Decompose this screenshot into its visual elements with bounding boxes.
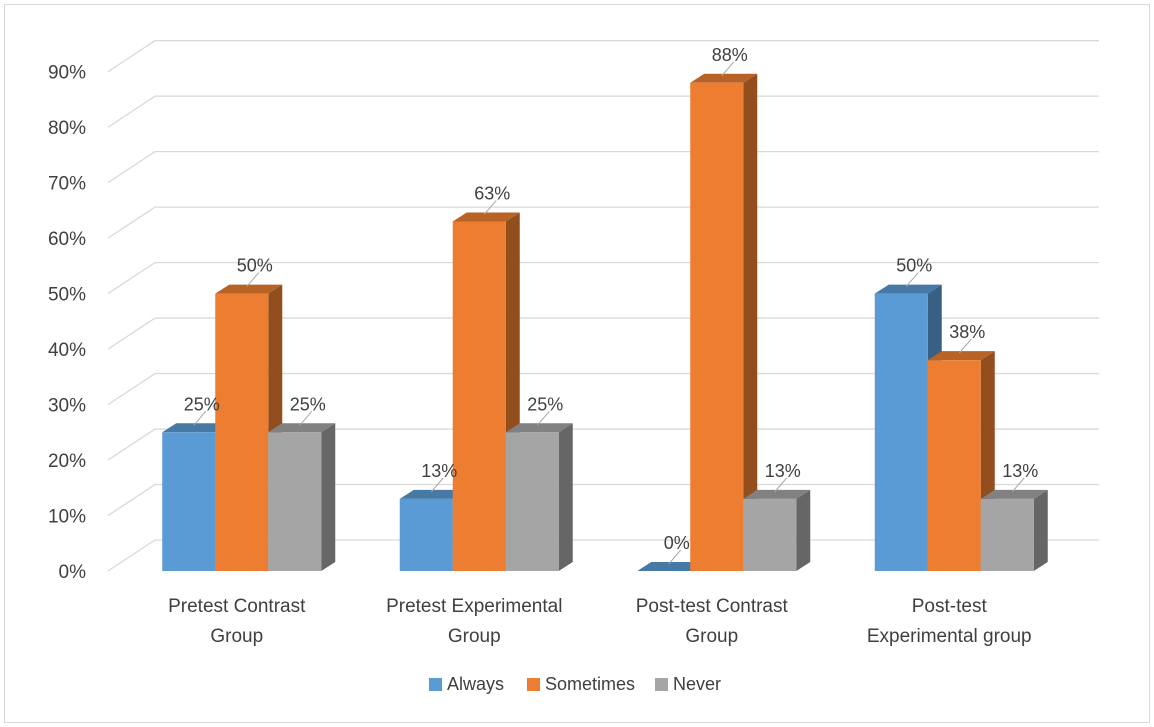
legend-label: Always xyxy=(447,674,504,694)
data-label: 0% xyxy=(664,533,690,553)
bar-top xyxy=(980,489,1048,499)
label-leader xyxy=(1011,477,1025,493)
y-tick-label: 0% xyxy=(59,562,87,583)
bar-side xyxy=(321,423,336,571)
gridline xyxy=(107,206,1099,239)
bar-top xyxy=(452,212,520,222)
bar-top xyxy=(927,351,995,361)
legend-label: Sometimes xyxy=(545,674,635,694)
bar-side xyxy=(1033,489,1048,571)
category-label-line: Pretest Experimental xyxy=(386,596,562,617)
bar xyxy=(743,498,797,571)
y-tick-label: 50% xyxy=(48,285,86,306)
bar-side xyxy=(558,423,573,571)
label-leader xyxy=(299,410,313,426)
gridline xyxy=(107,428,1099,461)
y-tick-label: 10% xyxy=(48,507,86,528)
label-leader xyxy=(905,272,919,287)
bar xyxy=(452,221,506,571)
bar-top xyxy=(743,489,811,499)
data-label: 13% xyxy=(765,461,801,481)
category-label: Pretest Experimental Group xyxy=(386,596,562,647)
y-tick-label: 70% xyxy=(48,174,86,195)
bar-top xyxy=(268,423,336,433)
bars xyxy=(162,73,1048,571)
gridline xyxy=(107,40,1099,73)
label-leader xyxy=(483,200,497,215)
gridline xyxy=(107,483,1099,517)
data-label: 50% xyxy=(237,256,273,276)
category-label-line: Group xyxy=(685,626,738,647)
data-label: 38% xyxy=(949,322,985,342)
category-label-line: Group xyxy=(210,626,263,647)
data-label: 25% xyxy=(290,394,326,414)
legend-swatch xyxy=(527,678,540,691)
label-leader xyxy=(193,410,207,426)
bar-top xyxy=(399,489,467,499)
bar xyxy=(215,293,269,571)
y-tick-label: 90% xyxy=(48,63,86,84)
label-leader xyxy=(430,477,444,493)
y-tick-label: 60% xyxy=(48,229,86,250)
label-leader xyxy=(721,61,735,77)
bar xyxy=(162,432,216,571)
bar-top xyxy=(505,423,573,433)
category-label-line: Group xyxy=(448,626,501,647)
label-leader xyxy=(536,410,550,426)
category-label-line: Experimental group xyxy=(867,626,1032,647)
bar xyxy=(399,498,453,571)
bar-side xyxy=(796,489,811,571)
data-label: 25% xyxy=(184,394,220,414)
legend-label: Never xyxy=(673,674,721,694)
category-label-line: Post-test xyxy=(912,596,988,617)
data-label: 13% xyxy=(421,461,457,481)
data-label: 63% xyxy=(474,183,510,203)
data-label: 13% xyxy=(1002,461,1038,481)
y-tick-label: 40% xyxy=(48,340,86,361)
bar xyxy=(505,432,559,571)
bar-top xyxy=(215,284,283,294)
y-tick-label: 80% xyxy=(48,118,86,139)
gridline xyxy=(107,372,1099,406)
bar xyxy=(268,432,322,571)
label-leader xyxy=(668,549,682,565)
bar xyxy=(980,498,1034,571)
data-label: 25% xyxy=(527,394,563,414)
y-tick-label: 30% xyxy=(48,396,86,417)
data-label: 88% xyxy=(712,45,748,65)
bar xyxy=(874,293,928,571)
label-leader xyxy=(774,477,788,493)
gridline xyxy=(107,150,1099,184)
category-label: Post-test Experimental group xyxy=(867,596,1032,647)
gridline xyxy=(107,261,1099,295)
legend: Always Sometimes Never xyxy=(429,674,721,694)
label-leader xyxy=(958,338,972,354)
legend-swatch xyxy=(655,678,668,691)
label-leader xyxy=(246,272,260,287)
data-label: 50% xyxy=(896,256,932,276)
gridline xyxy=(107,317,1099,350)
category-label: Post-test Contrast Group xyxy=(636,596,789,647)
category-label: Pretest Contrast Group xyxy=(168,596,306,647)
bar-top xyxy=(690,73,758,83)
bar xyxy=(927,360,981,571)
y-axis-ticks: 0% 10% 20% 30% 40% 50% 60% 70% 80% 90% xyxy=(48,63,86,583)
y-tick-label: 20% xyxy=(48,451,86,472)
bar-top xyxy=(874,284,942,294)
data-labels: 25% 50% 25% 13% 63% 25% 0% 88% 13% 50% 38% 13% xyxy=(184,45,1038,565)
gridline xyxy=(107,95,1099,128)
bar-top xyxy=(162,423,230,433)
category-label-line: Post-test Contrast xyxy=(636,596,789,617)
legend-swatch xyxy=(429,678,442,691)
category-label-line: Pretest Contrast xyxy=(168,596,306,617)
bar-top xyxy=(637,562,705,571)
bar-side xyxy=(743,73,758,571)
bar xyxy=(690,82,744,571)
